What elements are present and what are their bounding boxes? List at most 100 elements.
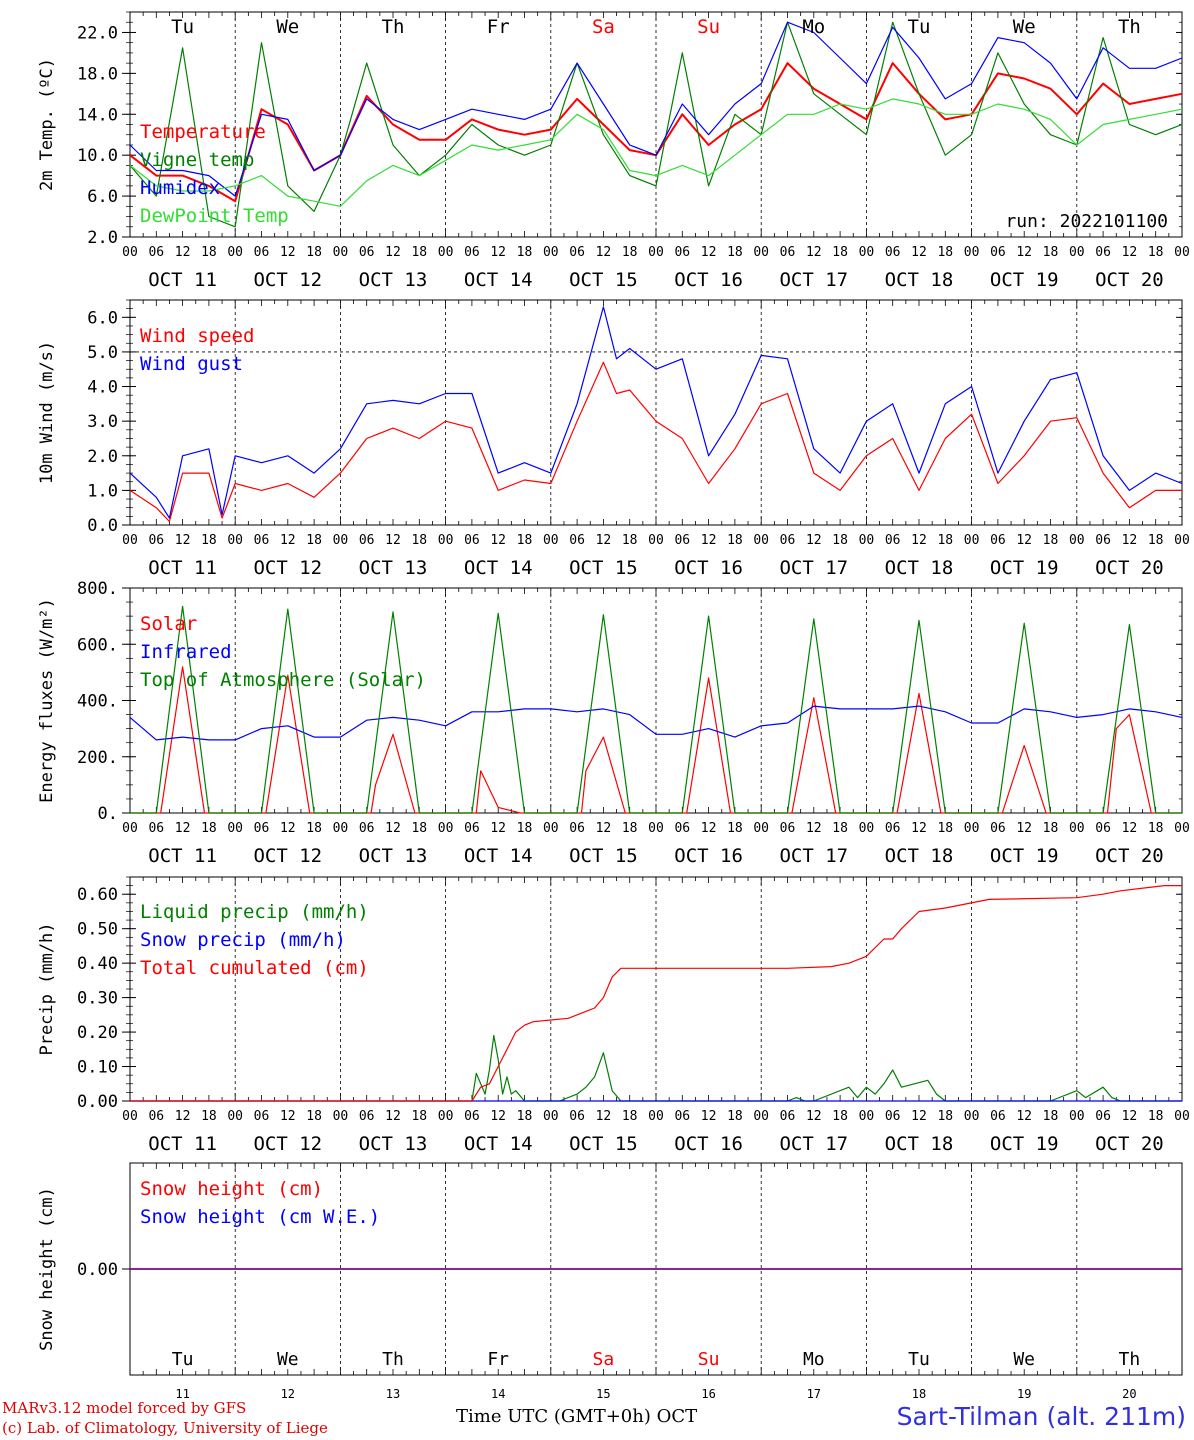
hour-tick-label: 12	[596, 821, 612, 836]
weekday-label: Th	[1118, 16, 1141, 38]
hour-tick-label: 00	[1174, 245, 1190, 260]
hour-tick-label: 06	[464, 821, 480, 836]
day-label: OCT 18	[885, 1133, 954, 1155]
hour-tick-label: 12	[596, 245, 612, 260]
legend-entry: Humidex	[140, 177, 220, 199]
hour-tick-label: 00	[1069, 245, 1085, 260]
day-number-label: 14	[491, 1387, 505, 1401]
weekday-label-bottom: We	[1013, 1349, 1035, 1370]
hour-tick-label: 12	[1016, 245, 1032, 260]
day-label: OCT 14	[464, 557, 533, 579]
hour-tick-label: 18	[517, 1109, 533, 1124]
legend-entry: Top of Atmosphere (Solar)	[140, 669, 426, 691]
hour-tick-label: 06	[148, 1109, 164, 1124]
day-label: OCT 20	[1095, 845, 1164, 867]
hour-tick-label: 18	[727, 533, 743, 548]
x-axis-title: Time UTC (GMT+0h)	[456, 1406, 651, 1427]
day-label: OCT 13	[359, 557, 428, 579]
day-label: OCT 12	[253, 845, 322, 867]
weekday-label-bottom: Fr	[487, 1349, 509, 1370]
legend-entry: Solar	[140, 613, 197, 635]
weekday-label-bottom: Sa	[593, 1349, 615, 1370]
hour-tick-label: 12	[596, 533, 612, 548]
series-line-2	[129, 306, 1183, 519]
hour-tick-label: 18	[1148, 245, 1164, 260]
legend-entry: Snow precip (mm/h)	[140, 929, 346, 951]
hour-tick-label: 12	[1122, 821, 1138, 836]
hour-tick-label: 12	[175, 821, 191, 836]
day-label: OCT 15	[569, 845, 638, 867]
legend-entry: Vigne temp	[140, 149, 254, 171]
hour-tick-label: 06	[1095, 821, 1111, 836]
hour-tick-label: 12	[490, 533, 506, 548]
hour-tick-label: 06	[674, 245, 690, 260]
hour-tick-label: 00	[753, 821, 769, 836]
y-tick-label: 600.	[77, 635, 118, 655]
hour-tick-label: 00	[1069, 1109, 1085, 1124]
hour-tick-label: 12	[596, 1109, 612, 1124]
hour-tick-label: 06	[990, 1109, 1006, 1124]
weekday-label: Mo	[802, 16, 825, 38]
y-tick-label: 800.	[77, 579, 118, 599]
hour-tick-label: 00	[753, 533, 769, 548]
legend-entry: Wind gust	[140, 353, 243, 375]
hour-tick-label: 06	[1095, 245, 1111, 260]
day-label: OCT 12	[253, 1133, 322, 1155]
hour-tick-label: 06	[674, 1109, 690, 1124]
legend-entry: Infrared	[140, 641, 232, 663]
day-label: OCT 14	[464, 269, 533, 291]
panel-frame	[129, 299, 1183, 526]
hour-tick-label: 00	[122, 245, 138, 260]
hour-tick-label: 00	[859, 245, 875, 260]
weekday-label-bottom: Th	[382, 1349, 404, 1370]
hour-tick-label: 18	[201, 533, 217, 548]
hour-tick-label: 06	[780, 533, 796, 548]
hour-tick-label: 06	[1095, 533, 1111, 548]
hour-tick-label: 06	[254, 821, 270, 836]
hour-tick-label: 06	[254, 1109, 270, 1124]
model-credit-line: MARv3.12 model forced by GFS	[2, 1399, 247, 1417]
day-label: OCT 12	[253, 557, 322, 579]
day-label: OCT 17	[779, 557, 848, 579]
run-annotation: run: 2022101100	[1005, 211, 1168, 232]
y-tick-label: 200.	[77, 748, 118, 768]
hour-tick-label: 12	[385, 821, 401, 836]
day-label: OCT 11	[148, 269, 217, 291]
hour-tick-label: 18	[937, 821, 953, 836]
y-tick-label: 6.0	[87, 187, 118, 207]
hour-tick-label: 18	[622, 245, 638, 260]
hour-tick-label: 12	[911, 533, 927, 548]
hour-tick-label: 00	[122, 821, 138, 836]
hour-tick-label: 06	[254, 245, 270, 260]
hour-tick-label: 18	[201, 821, 217, 836]
hour-tick-label: 12	[1122, 1109, 1138, 1124]
hour-tick-label: 12	[175, 245, 191, 260]
hour-tick-label: 18	[1043, 1109, 1059, 1124]
day-label: OCT 16	[674, 845, 743, 867]
series-line-3	[130, 884, 1182, 1102]
y-axis-label: Snow height (cm)	[37, 1187, 57, 1351]
hour-tick-label: 18	[201, 1109, 217, 1124]
hour-tick-label: 18	[517, 245, 533, 260]
day-label: OCT 17	[779, 269, 848, 291]
legend-entry: Wind speed	[140, 325, 254, 347]
hour-tick-label: 18	[1148, 533, 1164, 548]
hour-tick-label: 12	[701, 821, 717, 836]
series-line-1	[129, 361, 1182, 523]
hour-tick-label: 06	[359, 1109, 375, 1124]
lab-credit-line: (c) Lab. of Climatology, University of L…	[2, 1419, 328, 1437]
day-label: OCT 13	[359, 845, 428, 867]
hour-tick-label: 18	[727, 245, 743, 260]
hour-tick-label: 00	[753, 245, 769, 260]
hour-tick-label: 12	[175, 1109, 191, 1124]
hour-tick-label: 12	[911, 821, 927, 836]
day-label: OCT 19	[990, 845, 1059, 867]
hour-tick-label: 00	[1069, 821, 1085, 836]
day-label: OCT 18	[885, 845, 954, 867]
hour-tick-label: 18	[411, 1109, 427, 1124]
station-name: Sart-Tilman (alt. 211m)	[896, 1402, 1186, 1431]
hour-tick-label: 06	[359, 533, 375, 548]
legend-entry: Temperature	[140, 121, 266, 143]
y-axis-label: Energy fluxes (W/m²)	[37, 598, 57, 803]
hour-tick-label: 00	[543, 821, 559, 836]
